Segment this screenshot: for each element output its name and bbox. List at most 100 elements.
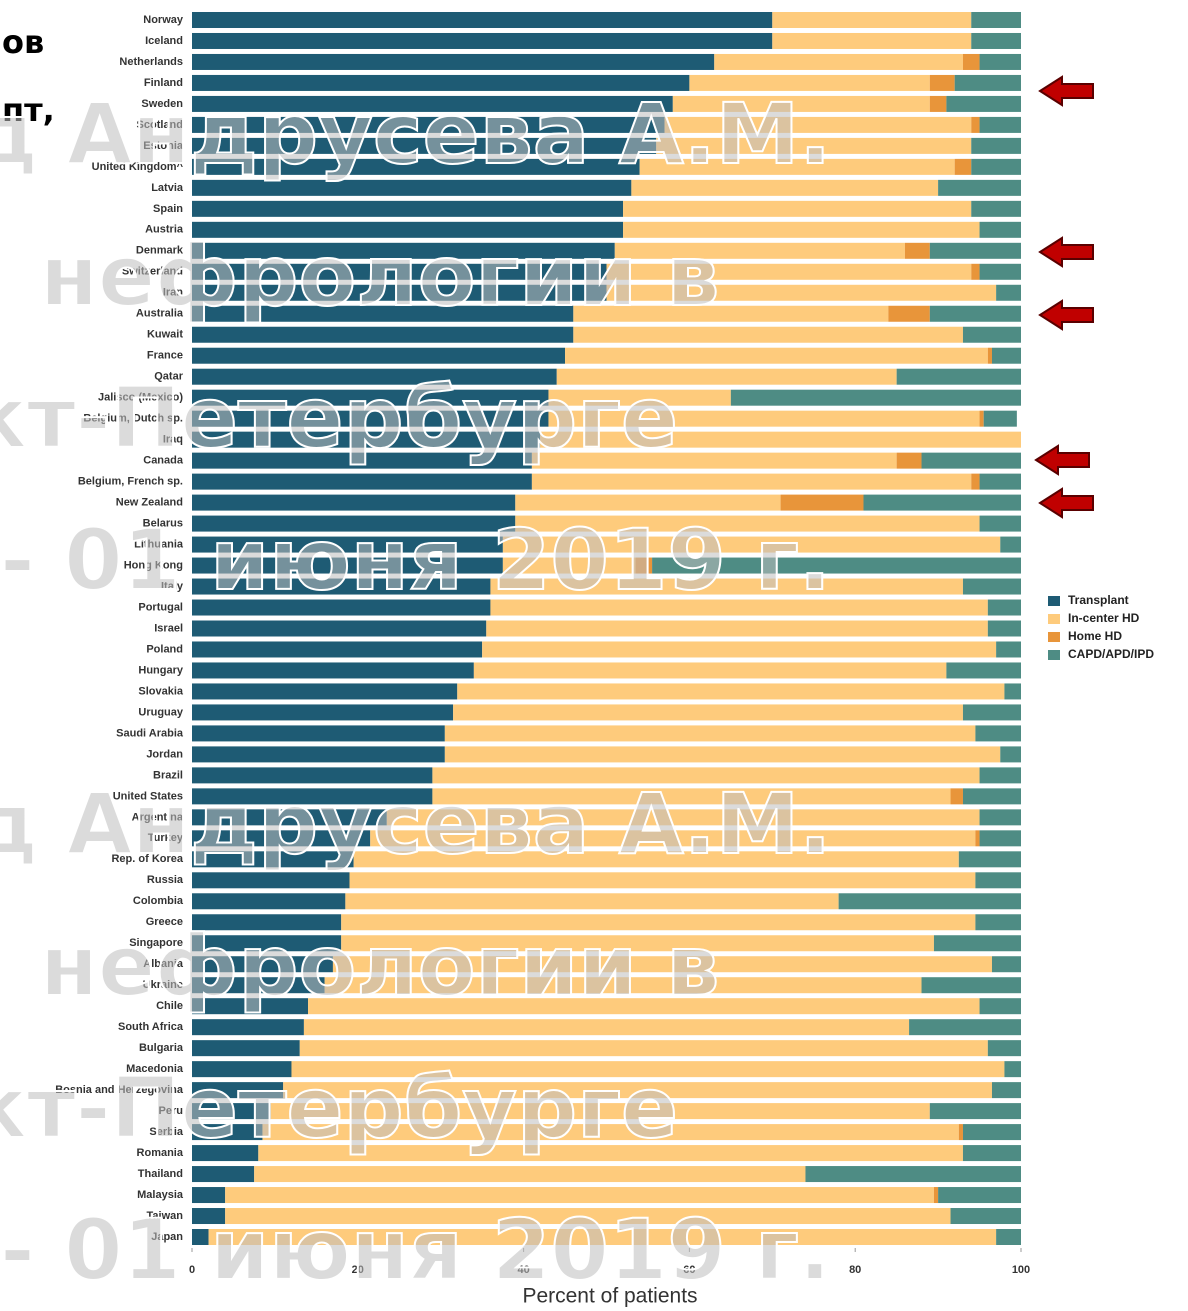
y-tick-label: Lithuania	[134, 538, 184, 550]
bar-segment	[975, 830, 980, 847]
bar-segment	[639, 158, 955, 175]
bar-segment	[192, 179, 632, 196]
bar-segment	[975, 872, 1021, 889]
bar-segment	[933, 935, 1021, 952]
bar-segment	[192, 1208, 226, 1225]
legend-label: CAPD/APD/IPD	[1068, 647, 1154, 661]
bar-segment	[192, 12, 773, 28]
y-tick-label: Thailand	[138, 1168, 183, 1180]
bar-segment	[958, 1124, 963, 1141]
bar-segment	[482, 641, 997, 658]
bar-segment	[971, 473, 980, 490]
bar-segment	[192, 515, 516, 532]
x-tick-label: 100	[1012, 1264, 1030, 1276]
bar-segment	[979, 221, 1021, 238]
bar-segment	[962, 578, 1021, 595]
bar-segment	[979, 410, 984, 427]
bar-segment	[192, 1124, 263, 1141]
bar-segment	[991, 1082, 1021, 1099]
y-tick-label: Macedonia	[126, 1063, 184, 1075]
bar-segment	[192, 284, 607, 301]
bar-segment	[979, 53, 1021, 70]
bar-segment	[606, 263, 972, 280]
y-tick-label: Canada	[143, 455, 184, 467]
y-tick-label: France	[147, 350, 183, 362]
bar-segment	[689, 74, 930, 91]
bar-segment	[631, 179, 939, 196]
bar-segment	[291, 1061, 1005, 1078]
y-tick-label: Bosnia and Herzegovina	[55, 1084, 184, 1096]
y-tick-label: Uruguay	[138, 706, 184, 718]
bar-segment	[991, 956, 1021, 973]
bar-segment	[938, 179, 1021, 196]
bar-segment	[192, 452, 532, 469]
bar-segment	[192, 683, 458, 700]
bar-segment	[192, 746, 445, 763]
bar-segment	[962, 1145, 1021, 1162]
y-tick-label: South Africa	[118, 1021, 184, 1033]
y-tick-label: Qatar	[154, 371, 183, 383]
bar-segment	[192, 935, 342, 952]
bar-segment	[283, 1082, 992, 1099]
bar-segment	[991, 347, 1021, 364]
y-tick-label: Australia	[136, 308, 184, 320]
y-tick-label: Colombia	[133, 895, 184, 907]
bar-segment	[192, 1187, 226, 1204]
bar-segment	[192, 347, 566, 364]
bar-segment	[303, 1019, 910, 1036]
bar-segment	[341, 935, 934, 952]
bar-segment	[772, 32, 972, 49]
bar-segment	[192, 200, 624, 217]
bar-segment	[979, 116, 1021, 133]
y-tick-label: Chile	[156, 1000, 183, 1012]
y-tick-label: Norway	[143, 14, 184, 26]
watermark-text: кт-Петербурге	[0, 369, 678, 467]
bar-segment	[623, 200, 972, 217]
y-tick-label: Russia	[147, 874, 184, 886]
bar-segment	[606, 284, 997, 301]
bar-segment	[921, 977, 1021, 994]
bar-segment	[979, 830, 1021, 847]
header-fragment: ов	[2, 23, 44, 61]
bar-segment	[192, 641, 483, 658]
arrow	[1038, 236, 1094, 268]
bar-segment	[962, 53, 980, 70]
y-tick-label: Jordan	[146, 748, 183, 760]
bar-segment	[262, 1124, 959, 1141]
header-fragment: пт,	[2, 91, 55, 129]
y-tick-label: Switzerland	[122, 266, 183, 278]
bar-segment	[971, 200, 1021, 217]
bar-segment	[432, 767, 980, 784]
y-tick-label: Rep. of Korea	[111, 853, 183, 865]
legend-swatch	[1048, 632, 1060, 642]
bar-segment	[548, 389, 731, 406]
watermark-text: - 01 июня 2019 г.	[0, 1201, 831, 1299]
bar-segment	[192, 914, 342, 931]
bar-segment	[192, 893, 346, 910]
bar-segment	[192, 74, 690, 91]
bar-segment	[971, 137, 1021, 154]
bar-segment	[531, 473, 972, 490]
bar-segment	[225, 1208, 951, 1225]
bar-segment	[987, 347, 992, 364]
bar-segment	[192, 1082, 284, 1099]
y-tick-label: Iran	[163, 287, 183, 299]
bar-segment	[192, 494, 516, 511]
bar-segment	[979, 263, 1021, 280]
y-tick-label: Hungary	[138, 664, 184, 676]
y-tick-label: Portugal	[138, 601, 183, 613]
bar-segment	[254, 1166, 806, 1183]
bar-segment	[490, 599, 988, 616]
watermark: д Андрусева А.М. нефрологии в кт-Петербург…	[0, 84, 832, 1300]
arrow	[1038, 75, 1094, 107]
bar-segment	[772, 12, 972, 28]
y-tick-label: Belgium, Dutch sp.	[83, 413, 183, 425]
y-tick-label: Bulgaria	[139, 1042, 184, 1054]
bar-segment	[780, 494, 864, 511]
y-tick-label: Iceland	[145, 35, 183, 47]
legend-label: Home HD	[1068, 629, 1122, 643]
bar-segment	[258, 1145, 963, 1162]
bar-segment	[192, 263, 607, 280]
